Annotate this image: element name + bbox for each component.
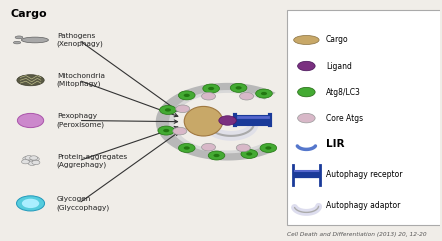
Circle shape: [173, 127, 187, 135]
Circle shape: [246, 152, 252, 156]
Circle shape: [179, 143, 195, 153]
Circle shape: [297, 61, 315, 71]
Circle shape: [203, 84, 220, 93]
Polygon shape: [169, 90, 264, 153]
Circle shape: [30, 156, 38, 160]
FancyBboxPatch shape: [287, 10, 442, 225]
Circle shape: [265, 146, 271, 150]
Circle shape: [17, 114, 44, 127]
Circle shape: [32, 160, 40, 165]
Text: Mitochondria
(Mitophagy): Mitochondria (Mitophagy): [57, 73, 105, 87]
Circle shape: [255, 89, 272, 98]
Circle shape: [184, 146, 190, 150]
Circle shape: [176, 105, 190, 113]
Circle shape: [31, 157, 39, 161]
Text: LIR: LIR: [326, 139, 345, 149]
Circle shape: [297, 114, 315, 123]
Circle shape: [202, 143, 216, 151]
Text: Atg8/LC3: Atg8/LC3: [326, 87, 361, 97]
Circle shape: [213, 154, 220, 157]
Ellipse shape: [15, 36, 23, 39]
Circle shape: [158, 126, 175, 135]
Circle shape: [261, 92, 267, 95]
Text: Cargo: Cargo: [11, 9, 47, 19]
Circle shape: [28, 161, 36, 165]
Ellipse shape: [17, 75, 44, 86]
Circle shape: [208, 87, 214, 90]
Ellipse shape: [13, 41, 21, 44]
Text: Pexophagy
(Peroxisome): Pexophagy (Peroxisome): [57, 113, 105, 128]
Circle shape: [184, 94, 190, 97]
Text: Ligand: Ligand: [326, 61, 352, 71]
Circle shape: [16, 196, 45, 211]
Circle shape: [236, 86, 242, 89]
Text: Cell Death and Differentiation (2013) 20, 12-20: Cell Death and Differentiation (2013) 20…: [287, 232, 427, 237]
Circle shape: [241, 149, 258, 158]
Circle shape: [160, 106, 176, 114]
Text: Cargo: Cargo: [326, 35, 349, 45]
Ellipse shape: [21, 37, 49, 43]
Circle shape: [163, 129, 169, 132]
Polygon shape: [156, 83, 276, 161]
Circle shape: [22, 160, 30, 164]
Circle shape: [165, 108, 171, 112]
Text: Glycogen
(Glyccophagy): Glycogen (Glyccophagy): [57, 196, 110, 211]
Text: Autophagy adaptor: Autophagy adaptor: [326, 201, 400, 210]
Text: Pathogens
(Xenophagy): Pathogens (Xenophagy): [57, 33, 104, 47]
Circle shape: [236, 144, 250, 152]
Circle shape: [297, 87, 315, 97]
Circle shape: [208, 151, 225, 160]
Circle shape: [230, 83, 247, 92]
Text: Core Atgs: Core Atgs: [326, 114, 363, 123]
Text: Protein-aggregates
(Aggrephagy): Protein-aggregates (Aggrephagy): [57, 154, 127, 168]
Circle shape: [240, 92, 254, 100]
Circle shape: [27, 159, 34, 163]
Circle shape: [219, 116, 236, 125]
Circle shape: [25, 156, 33, 160]
Circle shape: [23, 157, 31, 161]
Ellipse shape: [184, 107, 223, 136]
Circle shape: [22, 199, 39, 208]
Ellipse shape: [293, 35, 319, 45]
Circle shape: [202, 92, 216, 100]
Circle shape: [179, 91, 195, 100]
Text: Autophagy receptor: Autophagy receptor: [326, 170, 403, 180]
Circle shape: [260, 143, 277, 153]
